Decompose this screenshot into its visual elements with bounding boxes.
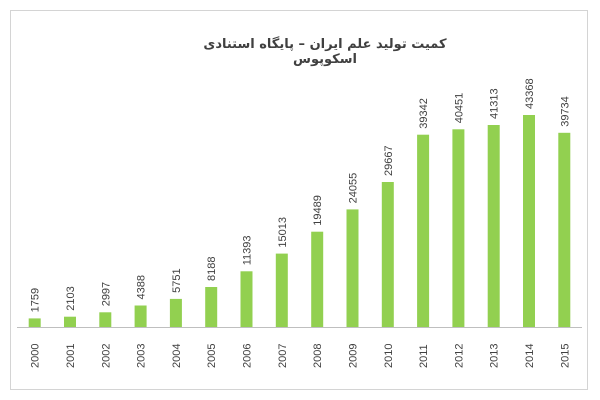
bar-2007	[275, 253, 288, 327]
bars-group	[28, 115, 571, 327]
data-labels-group: 1759 2103 2997 4388 5751 8188 11393 15013 19489 2…	[30, 78, 572, 312]
data-label-2007: 15013	[277, 217, 289, 248]
x-tick-label-2003: 2003	[136, 344, 148, 368]
bar-2009	[346, 209, 359, 327]
x-tick-label-2002: 2002	[100, 344, 112, 368]
bar-2013	[487, 125, 500, 327]
data-label-2002: 2997	[100, 282, 112, 306]
data-label-2012: 40451	[453, 93, 465, 124]
x-tick-label-2013: 2013	[489, 344, 501, 368]
data-label-2010: 29667	[383, 145, 395, 176]
x-tick-label-2009: 2009	[348, 344, 360, 368]
bar-2011	[417, 134, 430, 327]
x-tick-label-2010: 2010	[383, 344, 395, 368]
x-tick-label-2007: 2007	[277, 344, 289, 368]
data-label-2011: 39342	[418, 98, 430, 129]
bar-2005	[205, 287, 218, 327]
bar-2003	[134, 305, 147, 327]
bar-2008	[311, 231, 324, 327]
bar-2014	[523, 115, 535, 327]
bar-2015	[558, 132, 571, 327]
bar-2004	[169, 298, 182, 327]
data-label-2013: 41313	[489, 88, 501, 119]
x-tick-label-2008: 2008	[312, 344, 324, 368]
data-label-2015: 39734	[559, 96, 571, 127]
data-label-2001: 2103	[65, 286, 77, 310]
x-tick-label-2005: 2005	[206, 344, 218, 368]
x-tick-label-2011: 2011	[418, 344, 430, 368]
bar-2000	[28, 318, 41, 327]
x-tick-label-2000: 2000	[30, 344, 42, 368]
x-tick-labels-group: 2000 2001 2002 2003 2004 2005 2006 2007 2008 2009…	[30, 344, 572, 368]
data-label-2003: 4388	[136, 275, 148, 299]
bar-2012	[452, 129, 465, 327]
bar-2006	[240, 271, 253, 327]
data-label-2014: 43368	[524, 78, 536, 109]
data-label-2006: 11393	[242, 236, 254, 266]
data-label-2004: 5751	[171, 268, 183, 292]
x-tick-label-2012: 2012	[453, 344, 465, 368]
bar-2002	[99, 312, 112, 327]
data-label-2000: 1759	[30, 288, 42, 312]
x-tick-label-2001: 2001	[65, 344, 77, 368]
x-tick-label-2004: 2004	[171, 344, 183, 368]
data-label-2005: 8188	[206, 257, 218, 281]
data-label-2008: 19489	[312, 195, 324, 226]
x-tick-label-2006: 2006	[242, 344, 254, 368]
bar-2010	[381, 182, 394, 327]
bar-2001	[64, 316, 76, 327]
chart-title: کمیت تولید علم ایران – پایگاه استنادی اس…	[203, 37, 447, 67]
x-tick-label-2014: 2014	[524, 344, 536, 368]
data-label-2009: 24055	[348, 173, 360, 204]
x-tick-label-2015: 2015	[559, 344, 571, 368]
